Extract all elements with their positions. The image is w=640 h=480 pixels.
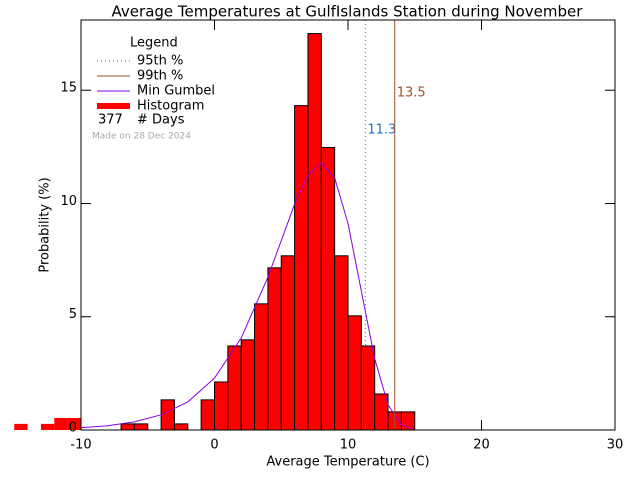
days-label: # Days bbox=[137, 113, 185, 128]
y-tick-label: 10 bbox=[60, 194, 77, 209]
y-tick-label: 15 bbox=[60, 81, 77, 96]
legend-title: Legend bbox=[130, 36, 178, 51]
histogram-bar bbox=[240, 339, 256, 431]
histogram-bar bbox=[334, 255, 349, 431]
histogram-bar bbox=[133, 423, 149, 431]
x-tick-label: 20 bbox=[473, 438, 490, 453]
percentile-label: 13.5 bbox=[397, 86, 426, 101]
legend-label: Histogram bbox=[137, 99, 204, 114]
histogram-bar bbox=[254, 303, 269, 431]
legend-label: 95th % bbox=[137, 54, 183, 69]
histogram-bar bbox=[307, 33, 322, 431]
y-tick-label: 5 bbox=[69, 307, 77, 322]
histogram-bar bbox=[67, 417, 81, 430]
histogram-bar bbox=[227, 345, 242, 431]
histogram-bar bbox=[160, 399, 175, 431]
histogram-bar bbox=[360, 345, 376, 431]
histogram-bar bbox=[280, 255, 296, 431]
y-tick-label: 0 bbox=[69, 421, 77, 436]
chart-title: Average Temperatures at GulfIslands Stat… bbox=[112, 3, 584, 21]
histogram-bar bbox=[200, 399, 215, 431]
histogram-bar bbox=[54, 417, 68, 430]
percentile-label: 11.3 bbox=[367, 123, 396, 138]
x-tick-label: 30 bbox=[607, 438, 624, 453]
legend-label: Min Gumbel bbox=[137, 84, 215, 99]
histogram-bar bbox=[294, 105, 309, 431]
x-tick-label: 0 bbox=[210, 438, 218, 453]
days-count: 377 bbox=[98, 113, 123, 128]
x-tick-label: 10 bbox=[340, 438, 357, 453]
histogram-bar bbox=[120, 423, 135, 431]
note: Made on 28 Dec 2024 bbox=[92, 132, 191, 142]
histogram-bar bbox=[320, 147, 336, 431]
histogram-bar bbox=[214, 381, 229, 431]
histogram-bar bbox=[14, 423, 28, 430]
gumbel-curve bbox=[80, 162, 415, 431]
histogram-bar bbox=[173, 423, 189, 431]
x-axis-label: Average Temperature (C) bbox=[266, 455, 429, 470]
x-tick-label: -10 bbox=[70, 438, 91, 453]
histogram-bar bbox=[267, 267, 282, 431]
legend-label: 99th % bbox=[137, 69, 183, 84]
histogram-bar bbox=[40, 423, 55, 430]
y-axis-label: Probability (%) bbox=[38, 177, 53, 272]
histogram-bar bbox=[347, 315, 362, 431]
